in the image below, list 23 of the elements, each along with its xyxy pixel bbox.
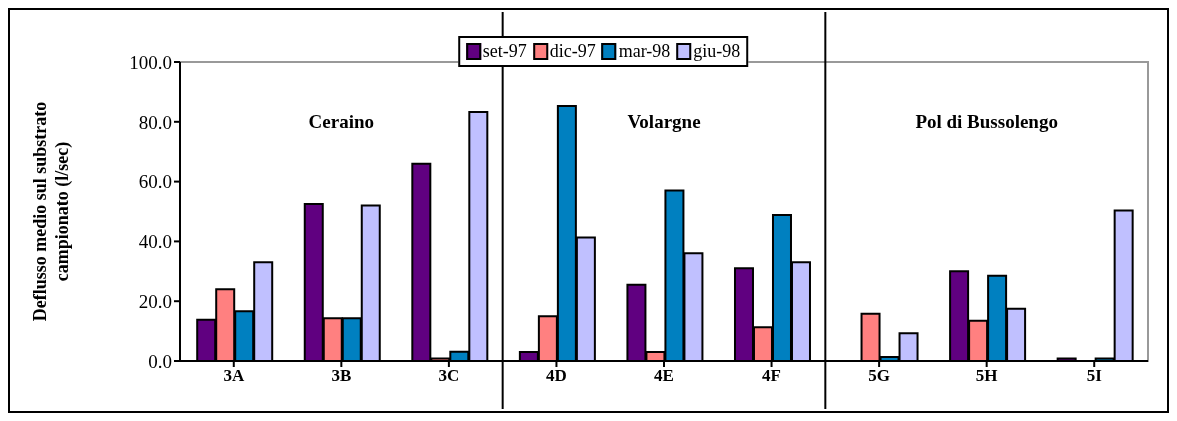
x-tick-label: 3B bbox=[331, 366, 352, 386]
annotation: Volargne bbox=[627, 110, 701, 132]
y-tick-label: 80.0 bbox=[138, 111, 172, 133]
y-tick-label: 100.0 bbox=[129, 51, 172, 73]
x-tick-label: 4D bbox=[546, 366, 567, 386]
y-axis-title: Deflusso medio sul substrato campionato (l/sec) bbox=[30, 101, 73, 322]
legend-label: set-97 bbox=[481, 41, 527, 62]
legend-label: dic-97 bbox=[548, 41, 596, 62]
x-tick-label: 4F bbox=[762, 366, 781, 386]
annotation: Pol di Bussolengo bbox=[915, 110, 1058, 132]
y-tick-label: 0.0 bbox=[148, 350, 172, 372]
x-tick-label: 5I bbox=[1086, 366, 1103, 386]
y-tick-label: 60.0 bbox=[138, 171, 172, 193]
x-tick-label: 3C bbox=[438, 366, 460, 386]
x-tick-label: 5H bbox=[975, 366, 998, 386]
x-tick-label: 5G bbox=[868, 366, 890, 386]
legend-label: giu-98 bbox=[692, 41, 741, 62]
y-tick-label: 40.0 bbox=[138, 231, 172, 253]
annotation: Ceraino bbox=[308, 110, 375, 132]
x-tick-label: 3A bbox=[223, 366, 245, 386]
y-tick-label: 20.0 bbox=[138, 290, 172, 312]
legend-label: mar-98 bbox=[617, 41, 671, 62]
x-tick-label: 4E bbox=[654, 366, 674, 386]
